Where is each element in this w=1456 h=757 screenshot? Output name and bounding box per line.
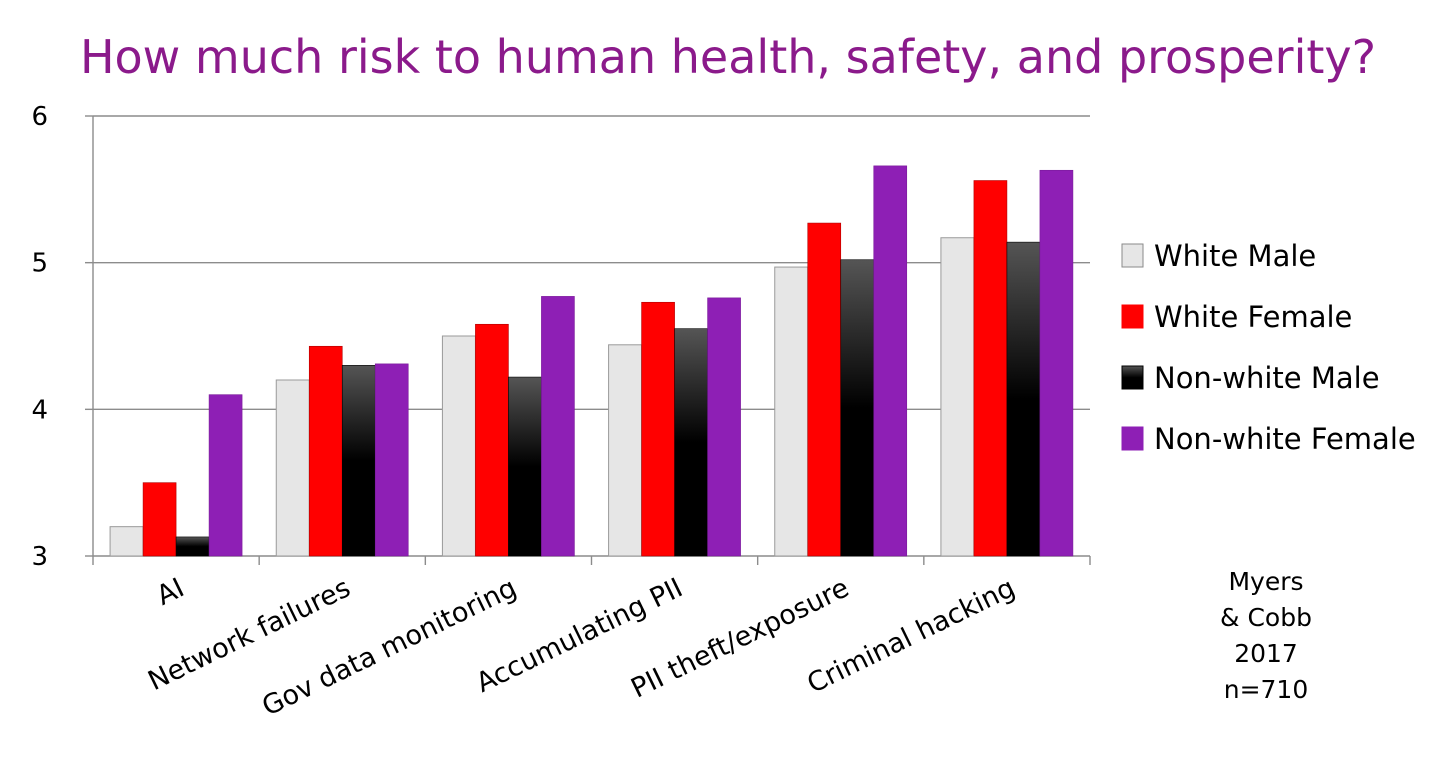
bar-white-female-0 (142, 482, 177, 557)
bar-white-female-1 (308, 345, 343, 557)
legend-label: Non-white Male (1154, 361, 1380, 395)
legend-swatch (1121, 304, 1144, 329)
gridlines (93, 115, 1090, 411)
bar-non-white-male-2 (508, 376, 542, 557)
source-note-line: Myers (1228, 567, 1303, 596)
bar-non-white-female-1 (374, 363, 409, 557)
bar-non-white-female-3 (707, 297, 741, 557)
source-note-line: n=710 (1224, 675, 1309, 704)
legend-label: White Female (1154, 300, 1352, 334)
category-label: AI (152, 572, 189, 611)
bar-white-male-2 (441, 335, 476, 557)
bar-non-white-male-1 (341, 365, 376, 557)
legend-label: Non-white Female (1154, 422, 1416, 456)
bars (109, 165, 1074, 557)
source-note-line: & Cobb (1220, 603, 1312, 632)
bar-non-white-male-5 (1006, 241, 1041, 557)
bar-white-female-2 (475, 323, 509, 557)
bar-non-white-male-4 (840, 259, 875, 557)
bar-non-white-male-0 (175, 536, 210, 557)
axes (85, 115, 1091, 565)
y-tick-label: 4 (31, 395, 48, 425)
bar-white-male-5 (940, 237, 975, 557)
source-note: Myers & Cobb 2017 n=710 (1220, 567, 1312, 704)
legend-swatch (1121, 426, 1144, 451)
bar-white-female-3 (641, 301, 675, 557)
bar-white-male-3 (608, 344, 643, 557)
legend-swatch (1121, 365, 1144, 390)
y-tick-label: 5 (31, 249, 48, 279)
bar-white-male-1 (275, 379, 310, 557)
source-note-line: 2017 (1234, 639, 1298, 668)
y-tick-label: 3 (31, 542, 48, 572)
legend: White Male White Female Non-white Male Non-… (1121, 239, 1416, 456)
legend-swatch (1121, 243, 1144, 268)
chart-title: How much risk to human health, safety, a… (80, 30, 1376, 84)
bar-white-male-0 (109, 526, 144, 557)
y-tick-label: 6 (31, 102, 48, 132)
bar-white-female-4 (807, 222, 842, 557)
bar-non-white-female-2 (541, 296, 575, 557)
bar-white-female-5 (973, 180, 1008, 557)
y-tick-labels: 3 4 5 6 (31, 102, 48, 572)
bar-non-white-male-3 (674, 328, 708, 557)
bar-non-white-female-4 (873, 165, 908, 557)
legend-label: White Male (1154, 239, 1316, 273)
bar-non-white-female-5 (1039, 169, 1074, 557)
bar-white-male-4 (774, 266, 809, 557)
bar-non-white-female-0 (208, 394, 243, 557)
